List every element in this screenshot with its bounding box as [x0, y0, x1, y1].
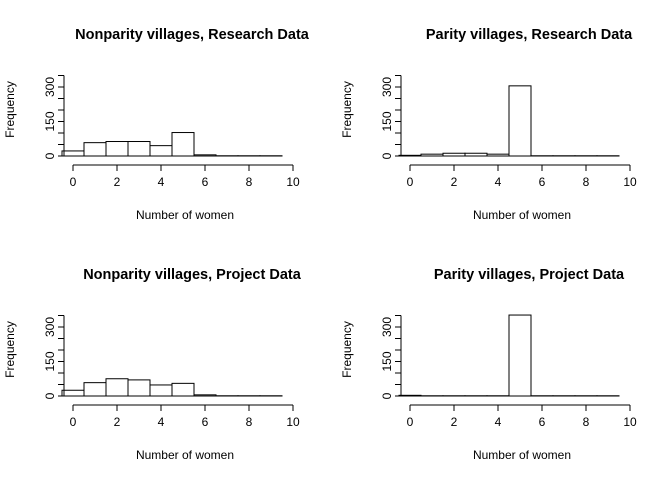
panel-2-bar-1: [398, 154, 422, 157]
panel-3-x-tick-label-5: 8: [246, 415, 253, 429]
panel-2-y-tick-label-1: 0: [380, 152, 394, 159]
panel-4-bar-6: [508, 314, 532, 397]
panel-2-x-tick-label-2: 2: [451, 175, 458, 189]
panel-1-bar-3: [105, 141, 129, 157]
panel-3-x-tick-label-6: 10: [286, 415, 300, 429]
panel-1-y-tick-label-2: 150: [43, 111, 57, 131]
panel-4-title: Parity villages, Project Data: [434, 267, 625, 283]
panel-2-x-axis-label: Number of women: [473, 208, 571, 222]
panel-1-bar-7: [193, 154, 217, 157]
panel-1-bar-5: [149, 145, 173, 157]
panel-1-x-tick-label-2: 2: [114, 175, 121, 189]
panel-3-y-tick-label-3: 300: [43, 317, 57, 337]
panel-3-x-tick-label-1: 0: [70, 415, 77, 429]
panel-3-bar-7: [193, 394, 217, 397]
panel-2-y-tick-label-3: 300: [380, 77, 394, 97]
panel-2-bar-6: [508, 85, 532, 157]
panel-2-x-tick-label-4: 6: [539, 175, 546, 189]
panel-4-y-tick-label-3: 300: [380, 317, 394, 337]
panel-3-bar-5: [149, 384, 173, 397]
panel-2-y-tick-label-2: 150: [380, 111, 394, 131]
panel-2-x-tick-label-6: 10: [623, 175, 637, 189]
panel-1-x-axis-label: Number of women: [136, 208, 234, 222]
panel-2-bar-3: [442, 152, 466, 157]
panel-3-x-tick-label-2: 2: [114, 415, 121, 429]
panel-1-bar-4: [127, 141, 151, 157]
panel-2-bar-2: [420, 153, 444, 157]
panel-3-bar-2: [83, 382, 107, 397]
panel-1-y-tick-label-3: 300: [43, 77, 57, 97]
panel-3-bar-3: [105, 378, 129, 397]
panel-4-y-axis-label: Frequency: [340, 321, 354, 378]
panel-3-y-tick-label-1: 0: [43, 392, 57, 399]
panel-2-x-tick-label-3: 4: [495, 175, 502, 189]
panel-2-y-axis-label: Frequency: [340, 81, 354, 138]
panel-1-x-tick-label-6: 10: [286, 175, 300, 189]
panel-4-x-tick-label-1: 0: [407, 415, 414, 429]
panel-2-bar-4: [464, 152, 488, 157]
panel-2-title: Parity villages, Research Data: [426, 27, 633, 43]
panel-3-bar-6: [171, 382, 195, 397]
panel-4-y-tick-label-1: 0: [380, 392, 394, 399]
panel-1-x-tick-label-5: 8: [246, 175, 253, 189]
panel-1-y-axis-label: Frequency: [3, 81, 17, 138]
panel-1-x-tick-label-1: 0: [70, 175, 77, 189]
panel-1-x-tick-label-4: 6: [202, 175, 209, 189]
panel-3-x-tick-label-3: 4: [158, 415, 165, 429]
panel-4-x-tick-label-3: 4: [495, 415, 502, 429]
panel-3-x-axis-label: Number of women: [136, 448, 234, 462]
panel-1-x-tick-label-3: 4: [158, 175, 165, 189]
panel-2-x-tick-label-1: 0: [407, 175, 414, 189]
panel-3-y-tick-label-2: 150: [43, 351, 57, 371]
panel-4-y-tick-label-2: 150: [380, 351, 394, 371]
panel-1-title: Nonparity villages, Research Data: [75, 27, 310, 43]
panel-4-bar-1: [398, 394, 422, 397]
panel-3-x-tick-label-4: 6: [202, 415, 209, 429]
panel-1-y-tick-label-1: 0: [43, 152, 57, 159]
panel-4-x-tick-label-5: 8: [583, 415, 590, 429]
panel-2-bar-5: [486, 153, 510, 157]
panel-3-title: Nonparity villages, Project Data: [83, 267, 302, 283]
panel-2-x-tick-label-5: 8: [583, 175, 590, 189]
panel-4-x-tick-label-2: 2: [451, 415, 458, 429]
panel-1-bar-2: [83, 142, 107, 157]
panel-1-bar-6: [171, 132, 195, 157]
panel-4-x-axis-label: Number of women: [473, 448, 571, 462]
panel-3-bar-4: [127, 379, 151, 397]
panel-3-y-axis-label: Frequency: [3, 321, 17, 378]
panel-4-x-tick-label-4: 6: [539, 415, 546, 429]
panel-4-x-tick-label-6: 10: [623, 415, 637, 429]
panel-1-bar-1: [61, 150, 85, 157]
panel-3-bar-1: [61, 389, 85, 397]
